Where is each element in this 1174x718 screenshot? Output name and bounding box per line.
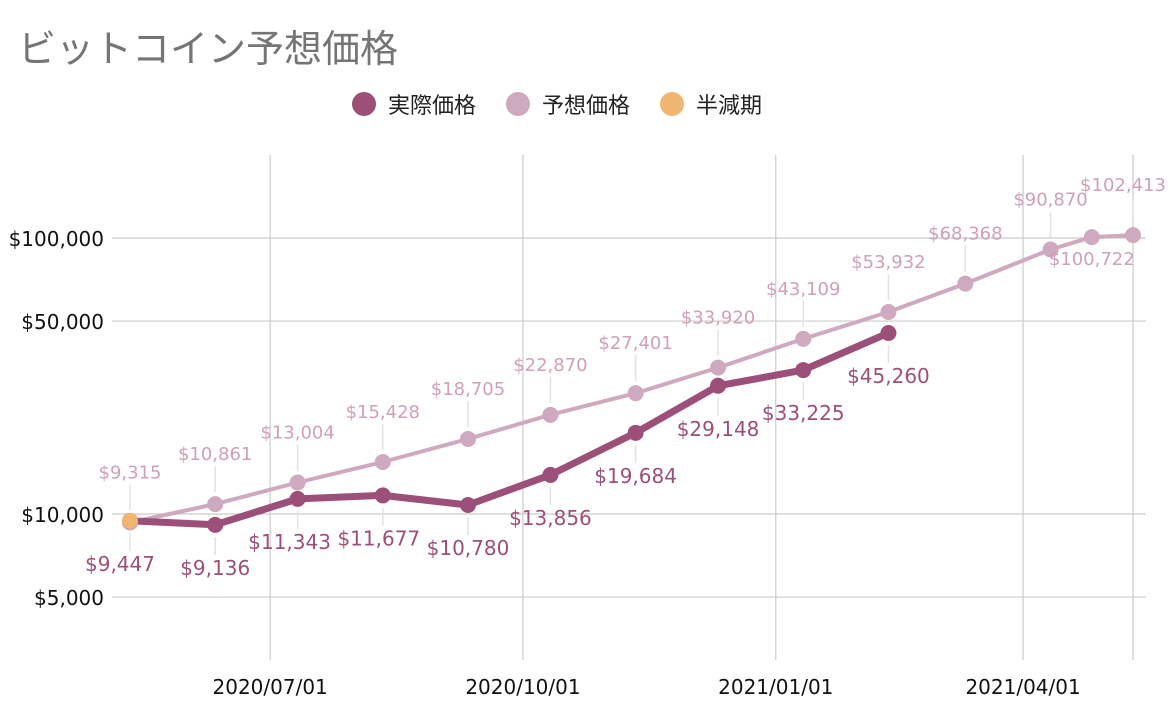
legend-item-actual[interactable]: 実際価格 — [352, 88, 476, 120]
point-forecast — [374, 454, 391, 471]
y-axis: $5,000 $10,000 $50,000 $100,000 — [9, 227, 104, 610]
data-label-actual: $45,260 — [847, 364, 930, 388]
y-tick-label: $10,000 — [21, 503, 104, 527]
point-forecast — [1083, 229, 1100, 246]
legend-swatch-forecast — [506, 92, 531, 116]
series-line-forecast — [128, 233, 1135, 525]
data-label-forecast: $13,004 — [260, 423, 334, 444]
data-label-actual: $10,780 — [427, 536, 510, 560]
chart-title: ビットコイン予想価格 — [18, 27, 399, 71]
data-label-forecast: $53,932 — [851, 252, 925, 273]
data-label-actual: $29,148 — [677, 417, 760, 441]
data-label-actual: $11,677 — [337, 526, 420, 550]
data-label-forecast: $22,870 — [513, 355, 587, 376]
point-forecast — [627, 385, 644, 402]
y-tick-label: $5,000 — [34, 586, 104, 610]
point-actual — [459, 496, 476, 513]
point-actual — [289, 490, 306, 507]
data-label-forecast: $27,401 — [598, 333, 672, 354]
grid — [112, 155, 1146, 660]
point-actual — [795, 362, 812, 379]
point-actual — [207, 516, 224, 533]
legend-item-halving[interactable]: 半減期 — [660, 88, 762, 120]
point-forecast — [459, 430, 476, 447]
data-label-forecast: $18,705 — [431, 379, 505, 400]
series-line-actual — [126, 329, 892, 529]
y-tick-label: $50,000 — [21, 310, 104, 334]
data-label-forecast: $15,428 — [346, 402, 420, 423]
point-actual — [710, 377, 727, 394]
point-forecast — [795, 330, 812, 347]
data-label-actual: $13,856 — [509, 506, 592, 530]
data-label-actual: $11,343 — [248, 530, 331, 554]
point-forecast — [542, 406, 559, 423]
point-forecast — [880, 304, 897, 321]
point-actual — [627, 424, 644, 441]
x-tick-label: 2020/07/01 — [213, 675, 328, 699]
data-label-forecast: $102,413 — [1080, 175, 1166, 196]
legend-label-halving: 半減期 — [696, 94, 763, 119]
legend-label-forecast: 予想価格 — [542, 94, 631, 119]
point-forecast — [957, 275, 974, 292]
point-actual — [374, 487, 391, 504]
legend-swatch-halving — [660, 92, 685, 116]
point-actual — [880, 325, 897, 342]
x-tick-label: 2021/04/01 — [965, 675, 1080, 699]
legend-swatch-actual — [352, 92, 376, 116]
point-forecast — [1042, 241, 1059, 258]
data-label-actual: $19,684 — [594, 464, 677, 488]
legend: 実際価格 予想価格 半減期 — [352, 88, 792, 120]
data-label-forecast: $90,870 — [1013, 189, 1087, 210]
data-label-forecast: $68,368 — [928, 224, 1002, 245]
x-tick-label: 2020/10/01 — [465, 675, 580, 699]
point-halving — [122, 512, 138, 529]
x-tick-label: 2021/01/01 — [718, 675, 833, 699]
point-forecast — [289, 474, 306, 491]
legend-label-actual: 実際価格 — [388, 94, 477, 119]
data-label-forecast: $100,722 — [1049, 249, 1135, 270]
point-forecast — [710, 359, 727, 376]
series-lines — [126, 233, 1135, 529]
data-label-actual: $33,225 — [762, 401, 845, 425]
data-label-forecast: $43,109 — [766, 279, 840, 300]
point-actual — [542, 466, 559, 483]
data-label-actual: $9,447 — [85, 552, 155, 576]
data-labels: $9,315 $10,861 $13,004 $15,428 $18,705 $22,87… — [85, 175, 1166, 580]
point-forecast — [1125, 227, 1141, 244]
data-label-forecast: $10,861 — [178, 444, 252, 465]
point-forecast — [207, 496, 224, 513]
y-tick-label: $100,000 — [9, 227, 104, 251]
data-label-forecast: $33,920 — [681, 308, 755, 329]
x-axis: 2020/07/01 2020/10/01 2021/01/01 2021/04/01 — [213, 675, 1081, 699]
series-points — [122, 227, 1141, 533]
label-leaders — [129, 197, 1134, 555]
data-label-actual: $9,136 — [180, 556, 250, 580]
legend-item-forecast[interactable]: 予想価格 — [506, 88, 630, 120]
data-label-forecast: $9,315 — [99, 463, 162, 484]
